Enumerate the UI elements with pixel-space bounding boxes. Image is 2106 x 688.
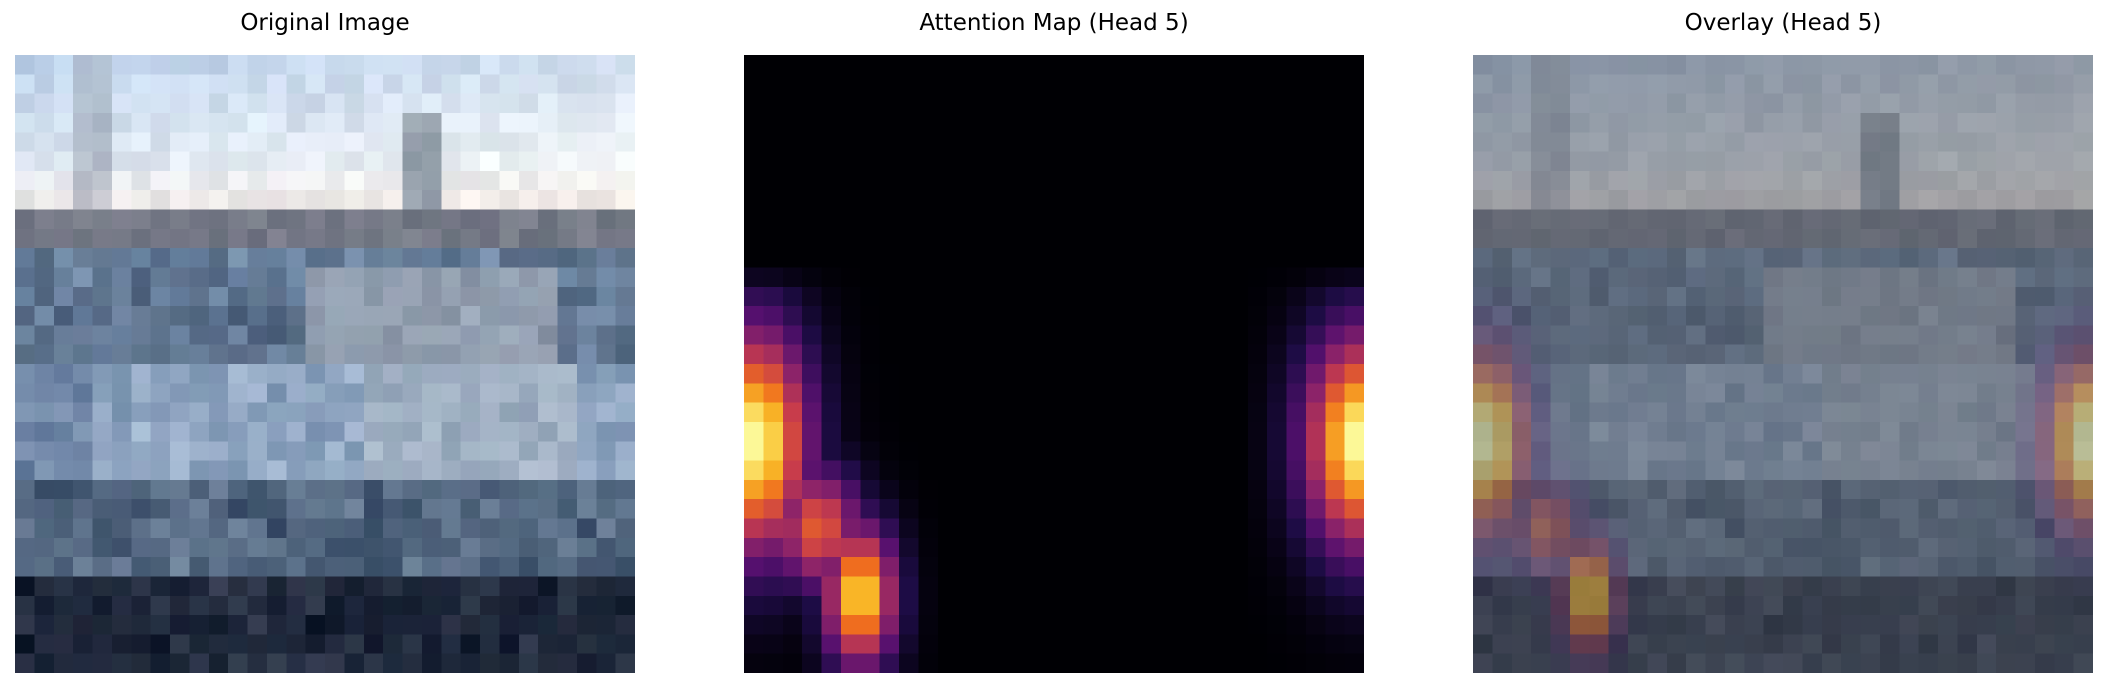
attention-map-panel: Attention Map (Head 5)	[744, 0, 1364, 688]
attention-map-title: Attention Map (Head 5)	[919, 10, 1189, 36]
overlay-panel: Overlay (Head 5)	[1473, 0, 2093, 688]
overlay-image	[1473, 55, 2093, 673]
original-image	[15, 55, 635, 673]
original-image-title: Original Image	[240, 10, 410, 36]
attention-map-image	[744, 55, 1364, 673]
overlay-title: Overlay (Head 5)	[1684, 10, 1882, 36]
original-image-panel: Original Image	[15, 0, 635, 688]
